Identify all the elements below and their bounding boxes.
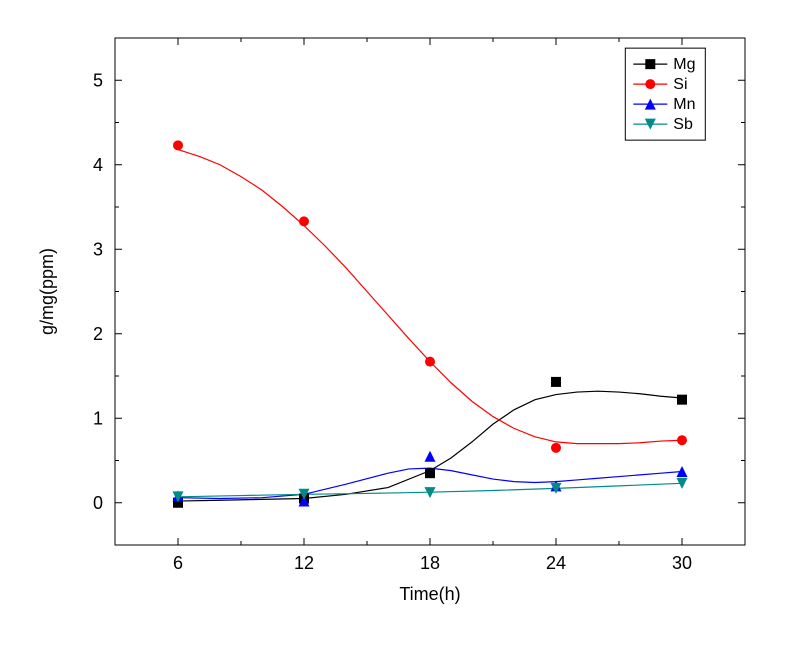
y-axis-label: g/mg(ppm) (37, 248, 57, 335)
y-tick-label: 3 (93, 239, 103, 259)
legend-label-Sb: Sb (673, 116, 693, 133)
x-tick-label: 18 (420, 553, 440, 573)
chart-svg: 612182430012345Time(h)g/mg(ppm)MgSiMnSb (0, 0, 796, 646)
series-line-Mg (178, 391, 682, 501)
x-tick-label: 24 (546, 553, 566, 573)
marker-circle (299, 216, 309, 226)
marker-square (425, 468, 435, 478)
y-tick-label: 1 (93, 408, 103, 428)
marker-square (645, 59, 655, 69)
y-tick-label: 5 (93, 70, 103, 90)
marker-circle (425, 357, 435, 367)
y-tick-label: 4 (93, 155, 103, 175)
chart-container: 612182430012345Time(h)g/mg(ppm)MgSiMnSb (0, 0, 796, 646)
y-tick-label: 2 (93, 324, 103, 344)
x-axis-label: Time(h) (399, 584, 460, 604)
marker-circle (551, 443, 561, 453)
legend-label-Mg: Mg (673, 56, 695, 73)
marker-circle (173, 140, 183, 150)
marker-square (551, 377, 561, 387)
marker-square (677, 395, 687, 405)
marker-circle (645, 79, 655, 89)
legend-label-Si: Si (673, 76, 687, 93)
legend-label-Mn: Mn (673, 96, 695, 113)
marker-circle (677, 435, 687, 445)
series-line-Si (178, 150, 682, 444)
marker-triangle-up (425, 451, 436, 462)
x-tick-label: 30 (672, 553, 692, 573)
x-tick-label: 6 (173, 553, 183, 573)
y-tick-label: 0 (93, 493, 103, 513)
x-tick-label: 12 (294, 553, 314, 573)
